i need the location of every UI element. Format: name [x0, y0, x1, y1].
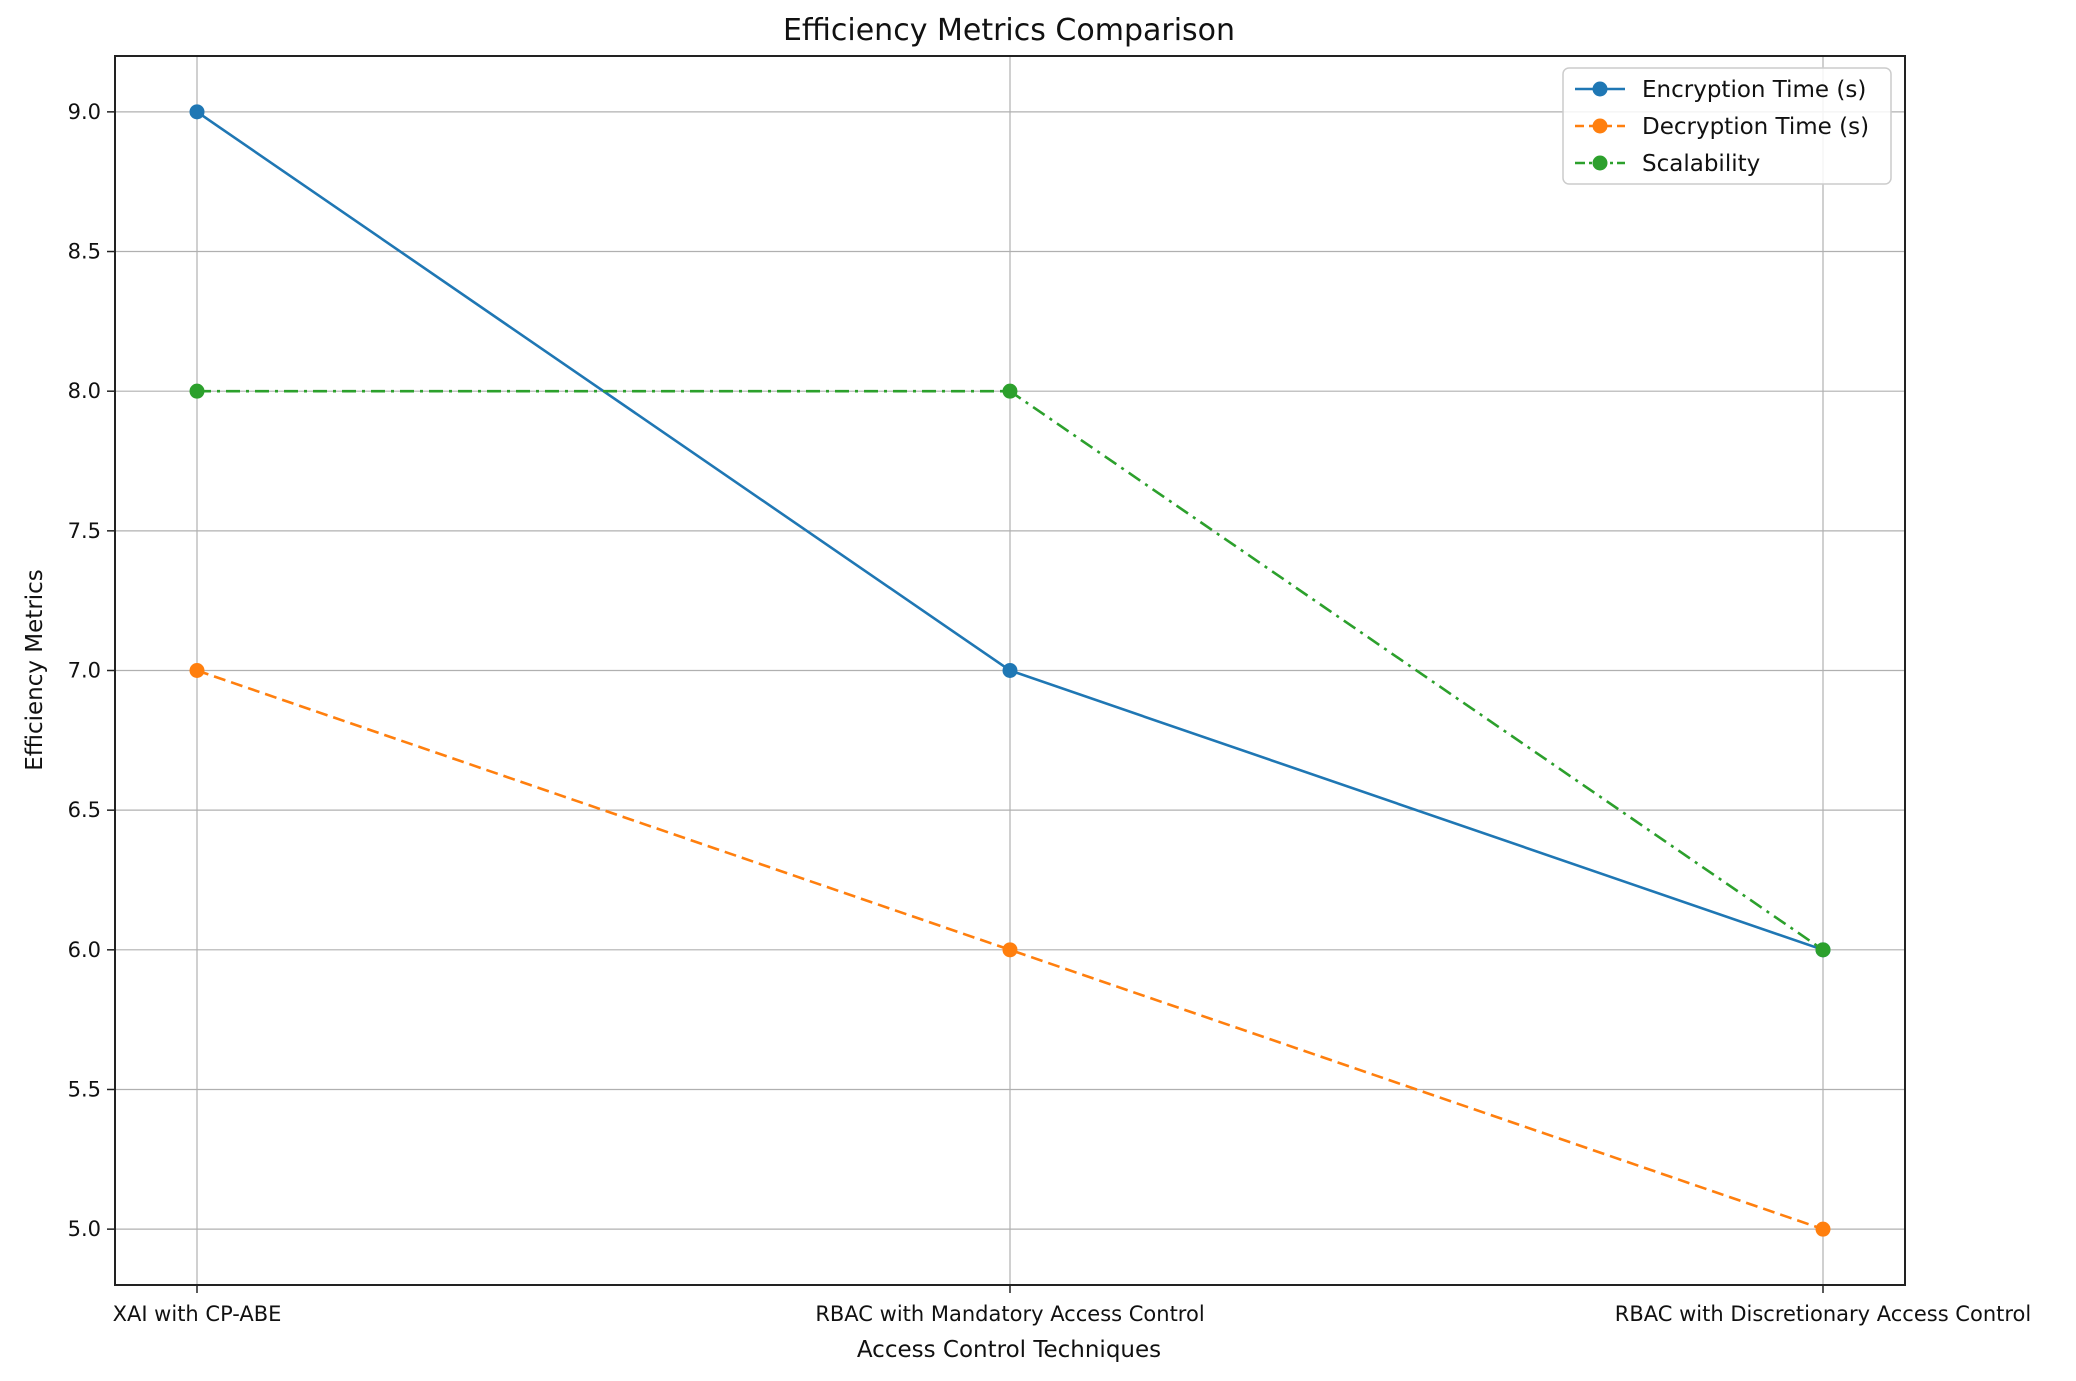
decryption-time-s-point [1002, 942, 1018, 958]
decryption-time-s-point [189, 663, 205, 678]
legend-box [1562, 67, 1892, 185]
y-axis-label: Efficiency Metrics [22, 569, 48, 771]
y-tick-label: 8.0 [68, 379, 101, 403]
x-tick-label: XAI with CP-ABE [113, 1302, 282, 1326]
x-axis-ticks: XAI with CP-ABE RBAC with Mandatory Acces… [113, 1285, 2031, 1326]
legend-marker-encryption-time-s [1592, 81, 1608, 97]
scalability-point [1002, 383, 1018, 399]
legend-label: Scalability [1642, 151, 1760, 177]
scalability-point [189, 383, 205, 399]
x-tick-label: RBAC with Mandatory Access Control [815, 1302, 1204, 1326]
encryption-time-s-point [1002, 663, 1018, 678]
y-tick-label: 5.0 [68, 1217, 101, 1241]
encryption-time-s-point [189, 104, 205, 120]
scalability-point [1815, 942, 1831, 958]
y-tick-label: 5.5 [68, 1077, 101, 1101]
series-scalability [189, 383, 1831, 958]
legend-label: Decryption Time (s) [1642, 114, 1869, 140]
legend: Encryption Time (s) Decryption Time (s) Sc… [1562, 67, 1892, 185]
y-axis-ticks: 5.0 5.5 6.0 6.5 7.0 7.5 8.0 8.5 9.0 [68, 100, 115, 1241]
y-tick-label: 6.5 [68, 798, 101, 822]
y-tick-label: 6.0 [68, 938, 101, 962]
y-tick-label: 9.0 [68, 100, 101, 124]
decryption-time-s-line [196, 669, 1824, 1231]
chart-title: Efficiency Metrics Comparison [783, 13, 1235, 48]
legend-marker-decryption-time-s [1592, 118, 1608, 134]
legend-marker-scalability [1592, 155, 1608, 171]
y-tick-label: 8.5 [68, 240, 101, 264]
y-tick-label: 7.5 [68, 519, 101, 543]
y-tick-label: 7.0 [68, 659, 101, 683]
legend-label: Encryption Time (s) [1642, 77, 1866, 103]
decryption-time-s-point [1815, 1221, 1831, 1237]
series-decryption-time-s [189, 663, 1831, 1237]
x-axis-label: Access Control Techniques [857, 1337, 1161, 1363]
series-layer [189, 104, 1831, 1237]
x-tick-label: RBAC with Discretionary Access Control [1615, 1302, 2031, 1326]
